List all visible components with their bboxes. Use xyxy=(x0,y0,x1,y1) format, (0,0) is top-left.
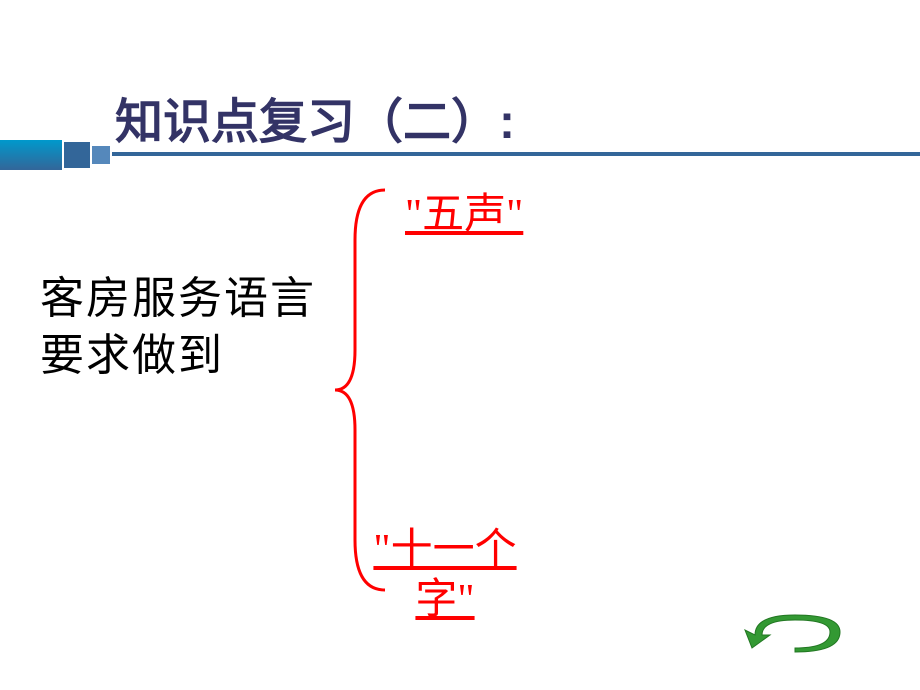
back-arrow-button[interactable] xyxy=(740,610,860,660)
diagram-item-2: "十一个字" xyxy=(345,525,545,626)
header-bar-gradient xyxy=(0,140,62,170)
back-arrow-icon xyxy=(740,610,860,660)
header-bar-line xyxy=(112,152,920,156)
diagram-container: 客房服务语言要求做到 "五声" "十一个字" xyxy=(40,180,880,620)
diagram-item-1: "五声" xyxy=(405,180,523,241)
header-bar-box-small xyxy=(92,146,110,164)
slide-title: 知识点复习（二）: xyxy=(115,82,515,152)
header-bar-box-large xyxy=(64,142,90,168)
diagram-left-label: 客房服务语言要求做到 xyxy=(40,270,330,384)
